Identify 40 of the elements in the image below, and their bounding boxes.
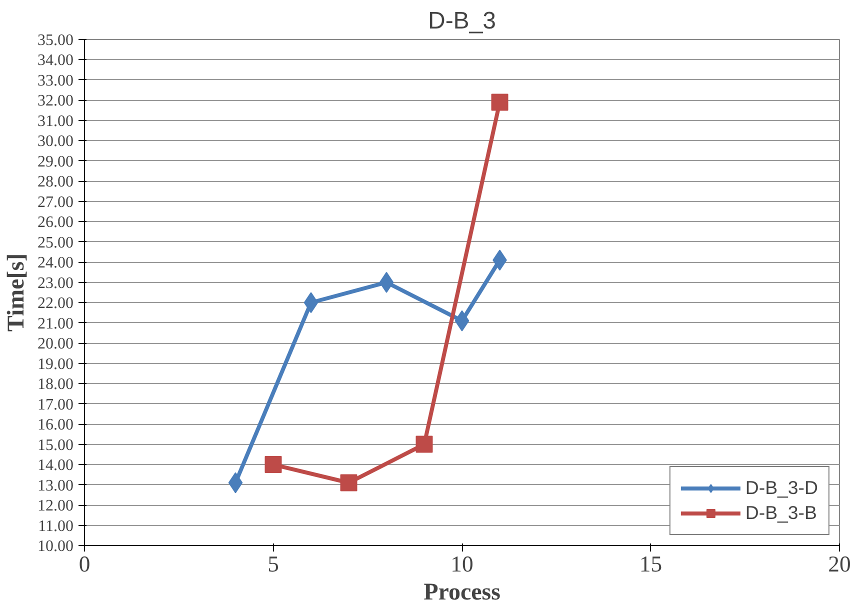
y-tick-label: 24.00 (38, 254, 74, 272)
y-tick-label: 32.00 (38, 92, 74, 110)
y-tick-label: 31.00 (38, 112, 74, 130)
point (264, 456, 282, 474)
y-tick-label: 30.00 (38, 133, 74, 150)
point (416, 436, 433, 453)
y-tick-label: 25.00 (38, 234, 74, 252)
y-tick-label: 22.00 (38, 295, 74, 312)
y-tick-label: 21.00 (38, 315, 74, 332)
point (340, 474, 358, 492)
x-tick-label: 10 (450, 552, 474, 576)
x-tick-label: 5 (268, 552, 279, 576)
y-tick-label: 12.00 (38, 498, 74, 515)
y-tick-label: 35.00 (38, 32, 74, 49)
y-tick-label: 33.00 (38, 72, 74, 90)
y-axis-title: Time[s] (4, 253, 30, 332)
legend-label: D-B_3-D (745, 477, 818, 499)
y-tick-label: 18.00 (38, 376, 74, 394)
y-tick-label: 11.00 (38, 518, 74, 535)
y-tick-label: 26.00 (38, 214, 74, 232)
y-tick-label: 28.00 (38, 174, 74, 191)
x-tick-label: 15 (639, 552, 662, 576)
y-tick-label: 29.00 (38, 153, 74, 170)
y-tick-label: 13.00 (38, 477, 74, 494)
point (491, 94, 508, 111)
x-tick-label: 0 (78, 552, 90, 576)
y-tick-label: 17.00 (38, 396, 74, 414)
y-tick-label: 27.00 (38, 194, 74, 211)
y-tick-label: 14.00 (38, 457, 74, 474)
legend-label: D-B_3-B (745, 502, 817, 524)
y-tick-label: 20.00 (38, 336, 74, 353)
y-tick-label: 34.00 (38, 52, 74, 70)
y-tick-label: 19.00 (38, 356, 74, 373)
x-tick-label: 20 (828, 552, 851, 576)
x-axis-title: Process (424, 580, 500, 606)
y-tick-label: 15.00 (38, 436, 74, 454)
y-tick-label: 23.00 (38, 274, 74, 292)
y-tick-label: 16.00 (38, 416, 74, 434)
y-tick-label: 10.00 (38, 538, 74, 555)
chart-title: D-B_3 (428, 8, 496, 34)
